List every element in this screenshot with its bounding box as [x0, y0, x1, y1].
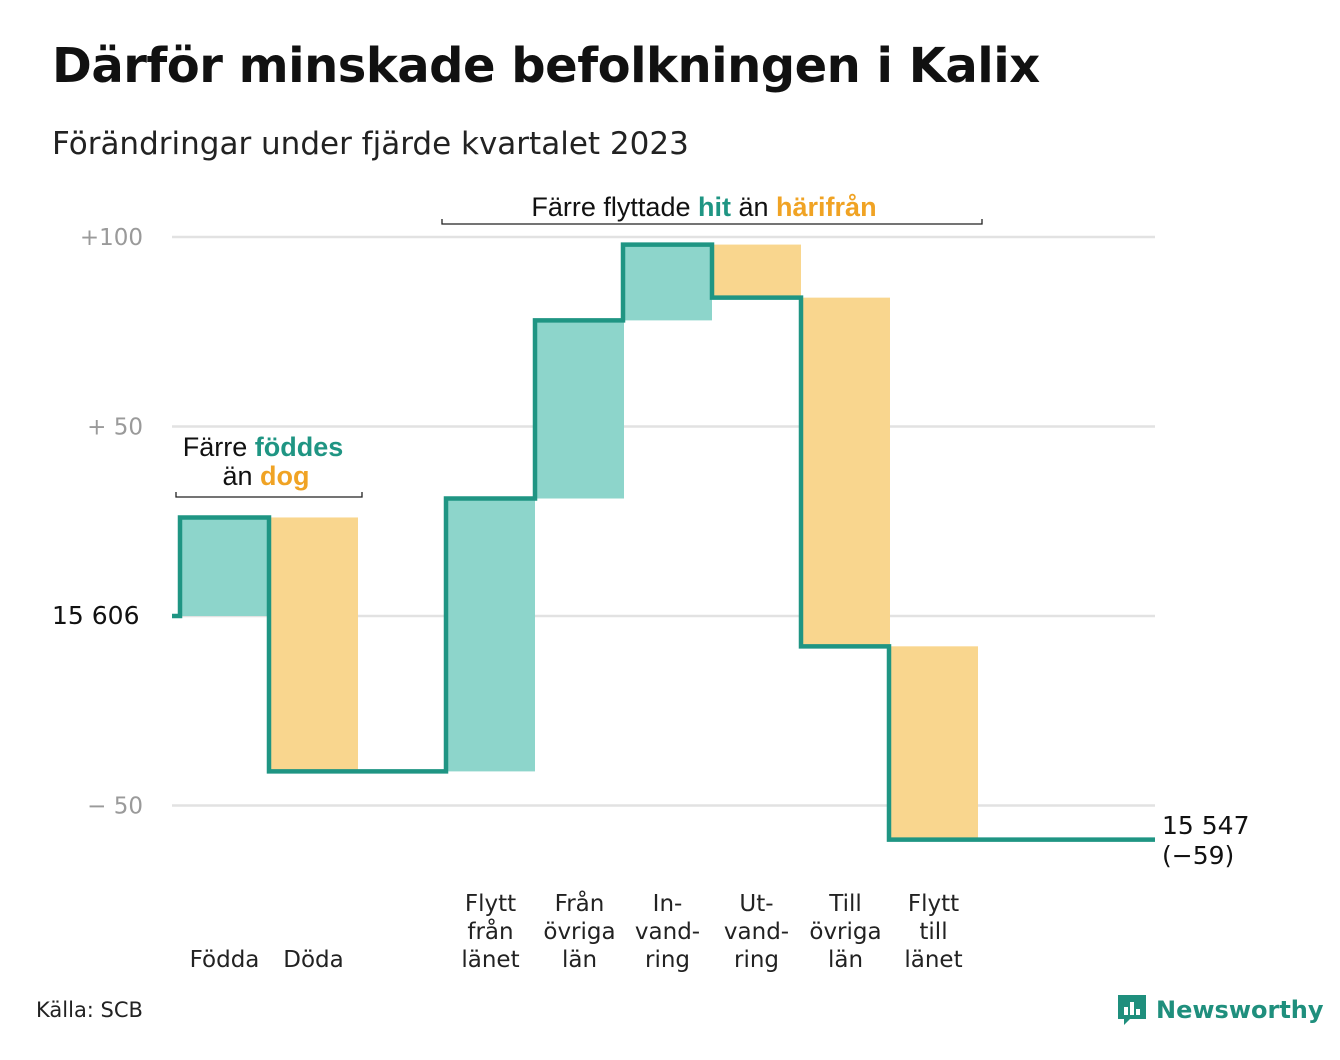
source-note: Källa: SCB [36, 998, 143, 1022]
birth-annotation-line1: Färre föddes [183, 432, 344, 462]
category-label: Flytt [908, 891, 959, 917]
chart-subtitle: Förändringar under fjärde kvartalet 2023 [52, 126, 689, 162]
move-annotation-mid: än [731, 192, 776, 222]
newsworthy-logo: Newsworthy [1116, 993, 1324, 1027]
y-tick-label: + 50 [87, 415, 143, 441]
birth-annotation-line2: än dog [222, 461, 309, 491]
move-annotation-hi2: härifrån [776, 192, 877, 222]
cumulative-step-line [172, 242, 1155, 842]
category-label: In- [653, 891, 683, 917]
category-label: länet [461, 947, 519, 973]
category-label: övriga [809, 919, 881, 945]
move-annotation: Färre flyttade hit än härifrån [531, 192, 876, 222]
y-tick-label: +100 [80, 225, 143, 251]
category-label: övriga [543, 919, 615, 945]
bar-invandring [623, 244, 712, 321]
category-label: från [467, 917, 513, 945]
category-label: vand- [635, 919, 700, 945]
category-label: Flytt [465, 891, 516, 917]
bar-flytt-till-länet [889, 646, 978, 840]
birth-bracket [175, 492, 363, 498]
category-label: län [828, 947, 863, 973]
category-label: ring [734, 947, 779, 973]
move-annotation-pre: Färre flyttade [531, 192, 698, 222]
bar-flytt-från-länet [446, 498, 535, 772]
birth-annotation-highlight2: dog [260, 461, 309, 491]
birth-annotation-highlight: föddes [255, 432, 344, 462]
category-label: län [562, 947, 597, 973]
end-change-label: (−59) [1162, 841, 1234, 870]
category-label: Döda [283, 947, 343, 973]
bar-utvandring [712, 244, 801, 298]
category-label: Födda [190, 947, 260, 973]
category-label: ring [645, 947, 690, 973]
move-annotation-hi1: hit [698, 192, 731, 222]
bar-döda [269, 517, 358, 772]
newsworthy-logo-text: Newsworthy [1156, 996, 1324, 1024]
start-value-label: 15 606 [52, 601, 139, 630]
category-label: länet [904, 947, 962, 973]
move-bracket [441, 219, 983, 225]
bar-födda [180, 517, 269, 616]
category-label: Från [555, 889, 605, 917]
bar-till-övriga-län [801, 297, 890, 647]
category-label: vand- [724, 919, 789, 945]
birth-annotation-pre: Färre [183, 432, 255, 462]
newsworthy-logo-icon [1118, 995, 1146, 1025]
chart-title: Därför minskade befolkningen i Kalix [52, 38, 1040, 94]
y-tick-label: − 50 [87, 794, 143, 820]
category-label: Till [828, 891, 862, 917]
category-label: Ut- [739, 891, 773, 917]
end-value-label: 15 547 [1162, 811, 1249, 840]
birth-annotation-pre2: än [222, 461, 260, 491]
category-label: till [919, 919, 947, 945]
bar-från-övriga-län [535, 320, 624, 499]
